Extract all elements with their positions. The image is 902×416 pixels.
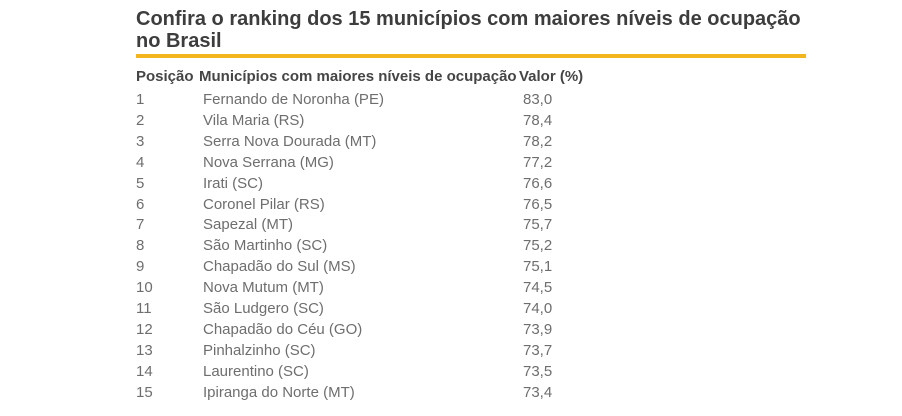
cell-municipality: Nova Mutum (MT) <box>203 279 324 297</box>
title-underline <box>136 54 806 58</box>
cell-municipality: São Martinho (SC) <box>203 237 328 255</box>
cell-position: 5 <box>136 174 145 192</box>
cell-position: 4 <box>136 153 145 171</box>
cell-municipality: Irati (SC) <box>203 174 263 192</box>
table-row: 8 São Martinho (SC) 75,2 <box>136 236 603 257</box>
cell-municipality: Coronel Pilar (RS) <box>203 195 325 213</box>
cell-municipality: Nova Serrana (MG) <box>203 153 334 171</box>
cell-position: 15 <box>136 383 153 401</box>
cell-position: 11 <box>136 300 152 318</box>
table-row: 4 Nova Serrana (MG) 77,2 <box>136 153 603 174</box>
cell-value: 73,5 <box>523 362 553 380</box>
cell-municipality: Chapadão do Sul (MS) <box>203 258 356 276</box>
cell-position: 9 <box>136 258 145 276</box>
cell-value: 76,6 <box>523 174 553 192</box>
cell-municipality: Laurentino (SC) <box>203 362 309 380</box>
table-row: 10 Nova Mutum (MT) 74,5 <box>136 278 603 299</box>
cell-value: 73,7 <box>523 341 553 359</box>
cell-municipality: Fernando de Noronha (PE) <box>203 91 384 108</box>
cell-value: 74,0 <box>523 300 553 318</box>
cell-value: 75,1 <box>523 258 553 276</box>
cell-position: 13 <box>136 341 153 359</box>
cell-position: 2 <box>136 111 145 129</box>
cell-position: 14 <box>136 362 153 380</box>
table-row: 12 Chapadão do Céu (GO) 73,9 <box>136 320 603 341</box>
column-header-value: Valor (%) <box>519 68 584 85</box>
cell-municipality: Sapezal (MT) <box>203 216 294 234</box>
cell-value: 78,2 <box>523 132 553 150</box>
table-row: 2 Vila Maria (RS) 78,4 <box>136 111 603 132</box>
page-title: Confira o ranking dos 15 municípios com … <box>136 8 801 52</box>
table-row: 3 Serra Nova Dourada (MT) 78,2 <box>136 132 603 153</box>
table-row: 7 Sapezal (MT) 75,7 <box>136 215 603 236</box>
cell-value: 77,2 <box>523 153 553 171</box>
cell-position: 8 <box>136 237 145 255</box>
cell-municipality: Serra Nova Dourada (MT) <box>203 132 377 150</box>
table-row: 13 Pinhalzinho (SC) 73,7 <box>136 341 603 362</box>
table-header-row: Posição Municípios com maiores níveis de… <box>136 67 603 90</box>
cell-value: 75,7 <box>523 216 553 234</box>
cell-position: 12 <box>136 320 153 338</box>
cell-value: 73,4 <box>523 383 553 401</box>
cell-municipality: Vila Maria (RS) <box>203 111 305 129</box>
cell-municipality: Pinhalzinho (SC) <box>203 341 316 359</box>
table-row: 11 São Ludgero (SC) 74,0 <box>136 299 603 320</box>
table-row: 15 Ipiranga do Norte (MT) 73,4 <box>136 383 603 404</box>
ranking-table: Posição Municípios com maiores níveis de… <box>136 67 603 404</box>
cell-municipality: Chapadão do Céu (GO) <box>203 320 363 338</box>
cell-position: 7 <box>136 216 145 234</box>
cell-position: 6 <box>136 195 145 213</box>
cell-value: 83,0 <box>523 91 553 108</box>
table-row: 14 Laurentino (SC) 73,5 <box>136 362 603 383</box>
cell-value: 78,4 <box>523 111 553 129</box>
cell-value: 73,9 <box>523 320 553 338</box>
cell-position: 10 <box>136 279 153 297</box>
cell-value: 74,5 <box>523 279 553 297</box>
cell-value: 76,5 <box>523 195 553 213</box>
cell-municipality: São Ludgero (SC) <box>203 300 324 318</box>
cell-municipality: Ipiranga do Norte (MT) <box>203 383 355 401</box>
column-header-position: Posição <box>136 68 194 85</box>
table-row: 1 Fernando de Noronha (PE) 83,0 <box>136 90 603 111</box>
cell-value: 75,2 <box>523 237 553 255</box>
article: Confira o ranking dos 15 municípios com … <box>136 8 806 404</box>
table-row: 5 Irati (SC) 76,6 <box>136 174 603 195</box>
table-row: 6 Coronel Pilar (RS) 76,5 <box>136 195 603 216</box>
cell-position: 1 <box>136 91 145 108</box>
cell-position: 3 <box>136 132 145 150</box>
column-header-municipality: Municípios com maiores níveis de ocupaçã… <box>199 68 517 85</box>
table-row: 9 Chapadão do Sul (MS) 75,1 <box>136 257 603 278</box>
